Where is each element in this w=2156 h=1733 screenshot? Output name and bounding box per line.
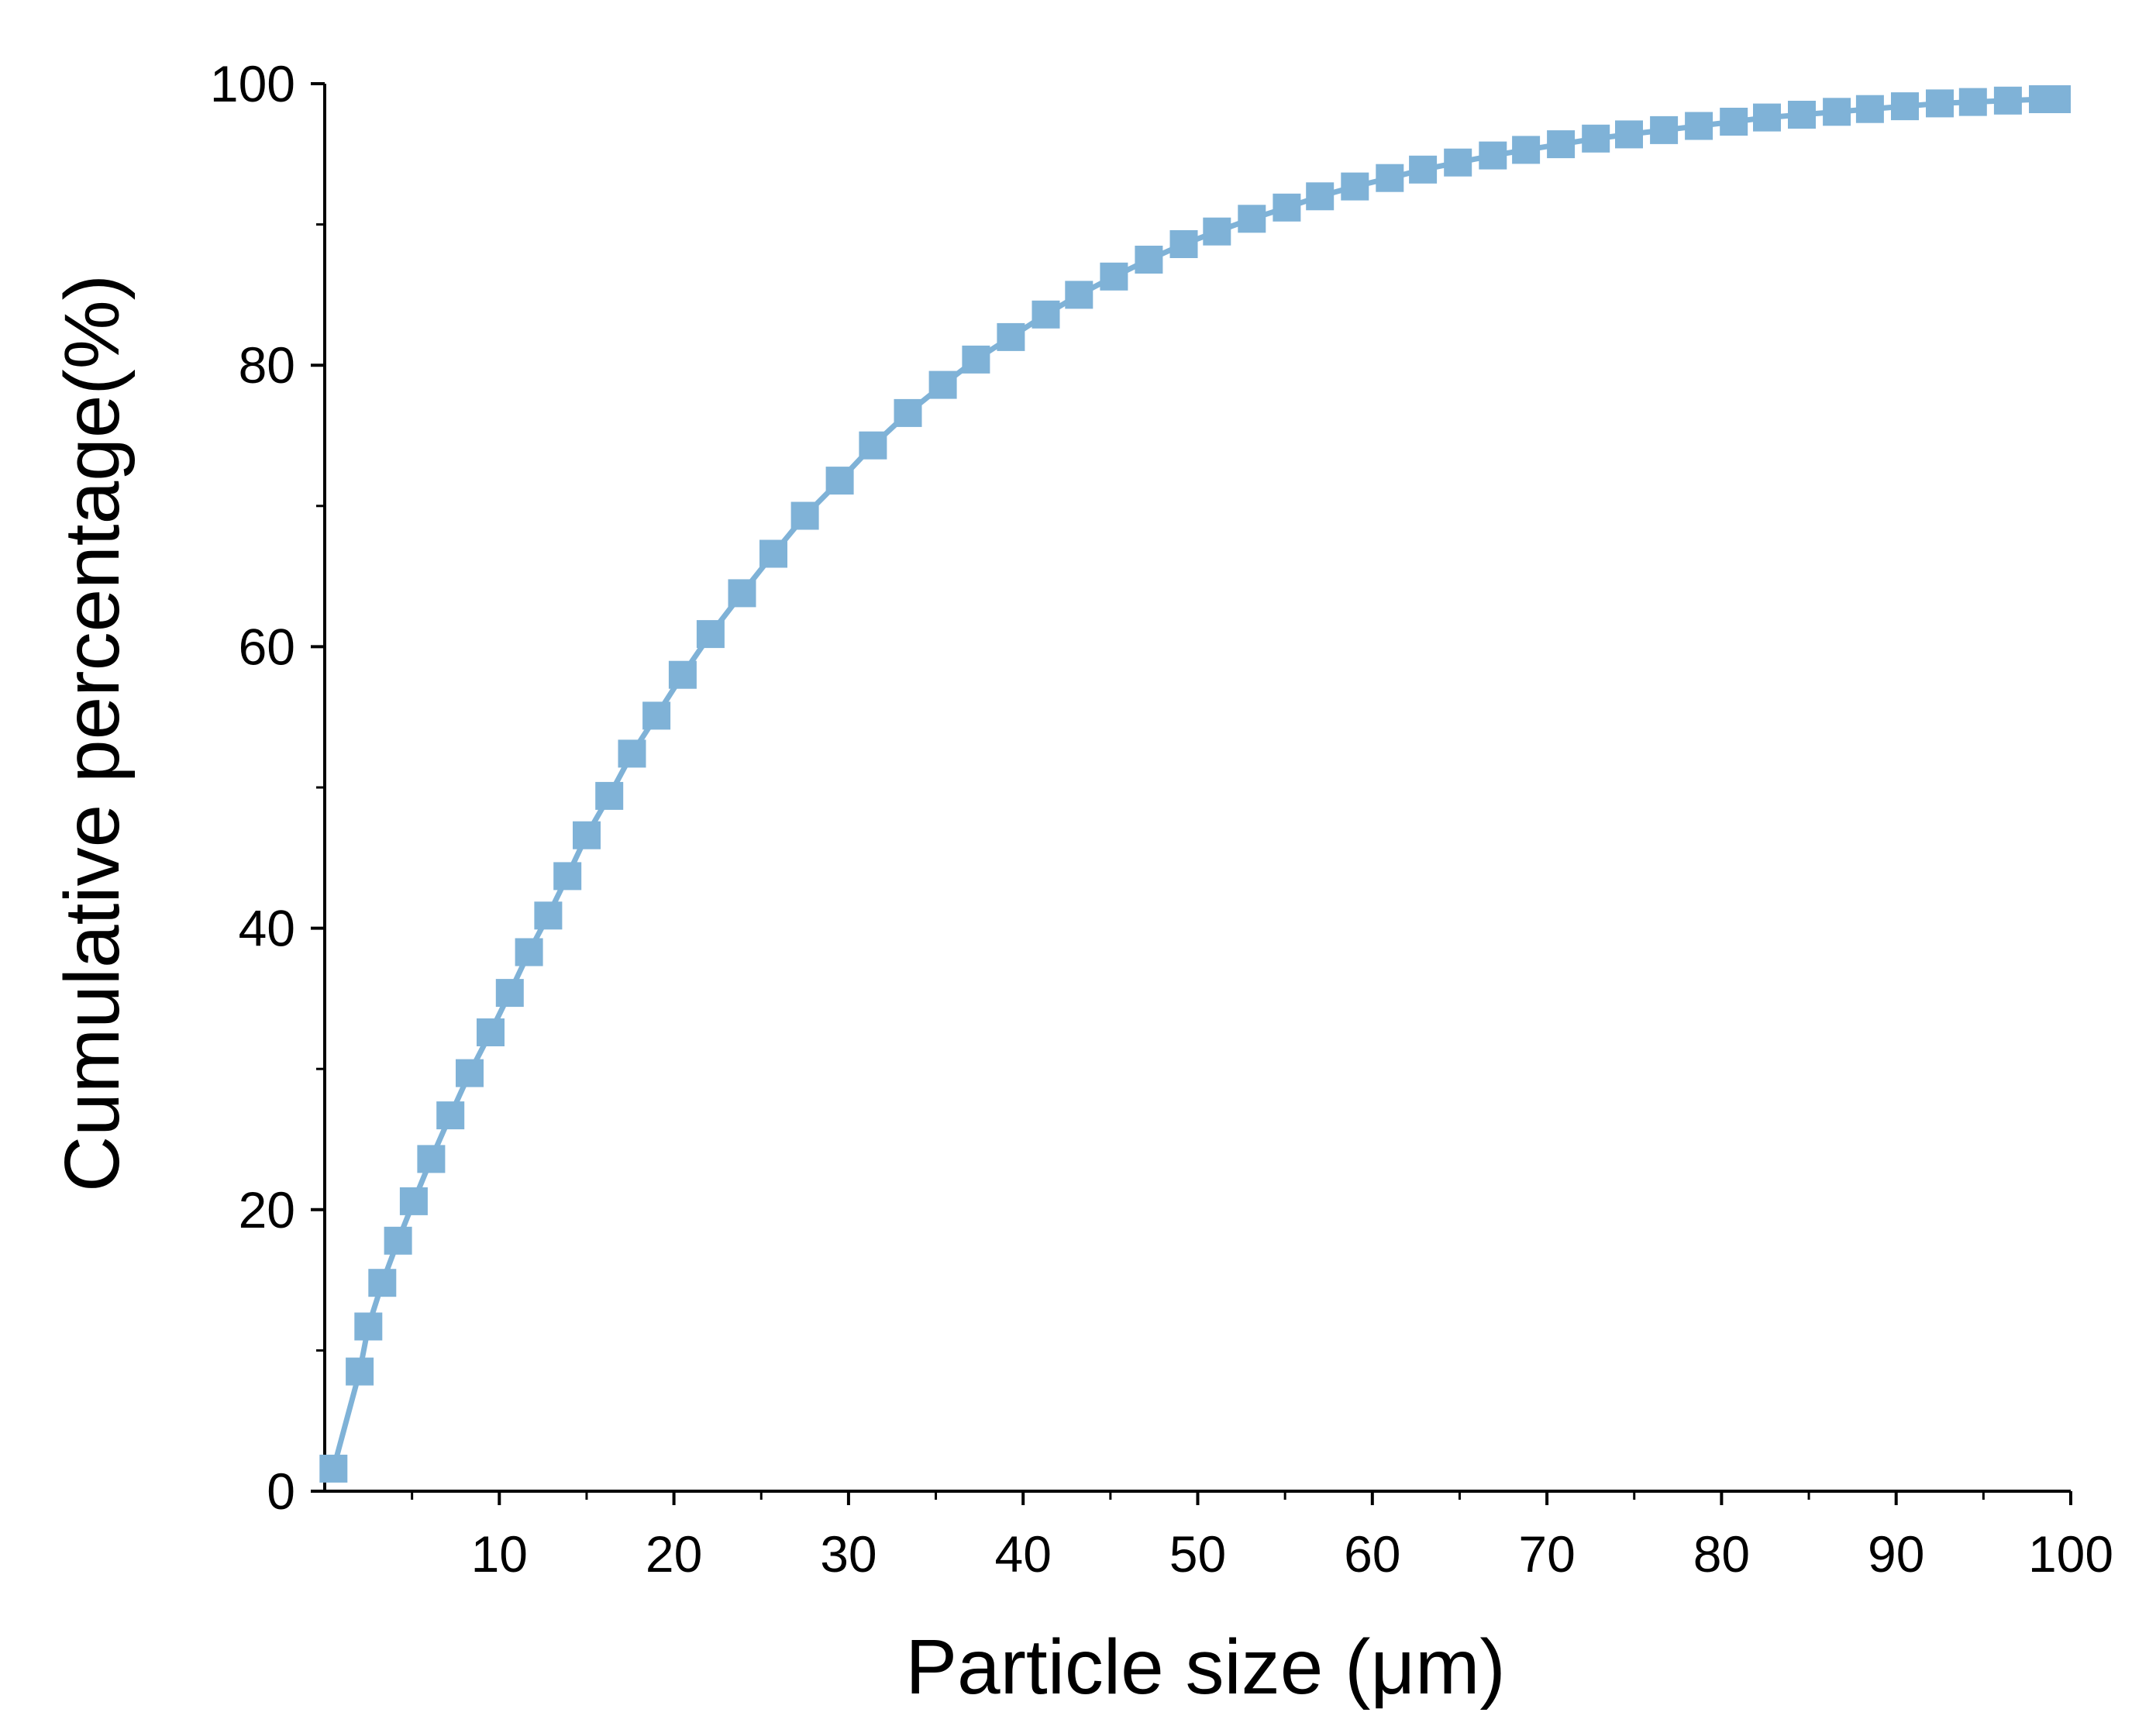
- data-point: [1306, 182, 1335, 211]
- data-point: [1065, 281, 1093, 309]
- data-point: [436, 1101, 465, 1130]
- data-point: [456, 1059, 484, 1087]
- series-line: [330, 96, 2057, 1469]
- data-point: [1823, 98, 1851, 126]
- data-point: [346, 1357, 374, 1386]
- data-point: [642, 701, 671, 730]
- data-point: [1169, 230, 1198, 258]
- data-point: [368, 1269, 397, 1297]
- data-point: [1958, 88, 1987, 116]
- data-point: [1479, 141, 1507, 170]
- data-point: [1720, 108, 1748, 136]
- x-tick-label: 10: [471, 1525, 528, 1583]
- data-point: [399, 1187, 428, 1215]
- data-point: [2043, 85, 2071, 113]
- y-axis-title: Cumulative percentage(%): [49, 274, 136, 1192]
- data-point: [928, 370, 957, 399]
- data-point: [728, 579, 756, 608]
- data-point: [477, 1018, 505, 1046]
- data-point: [1376, 164, 1404, 192]
- data-point: [894, 398, 922, 427]
- x-tick-label: 20: [646, 1525, 702, 1583]
- data-point: [1512, 136, 1541, 164]
- data-point: [495, 979, 524, 1008]
- axes: [311, 82, 2072, 1505]
- axis-labels: Particle size (μm) Cumulative percentage…: [49, 55, 2113, 1711]
- data-point: [668, 660, 697, 689]
- data-point: [962, 345, 990, 374]
- data-point: [1135, 246, 1163, 274]
- data-point: [553, 862, 582, 891]
- data-point: [1409, 155, 1438, 184]
- data-point: [1100, 262, 1128, 291]
- data-point: [1203, 217, 1231, 246]
- data-point: [384, 1226, 412, 1255]
- x-tick-label: 80: [1693, 1525, 1750, 1583]
- x-axis-title: Particle size (μm): [905, 1624, 1505, 1711]
- data-point: [1926, 89, 1954, 118]
- data-point: [417, 1145, 446, 1173]
- data-point: [354, 1312, 383, 1341]
- data-point: [573, 821, 601, 849]
- x-tick-label: 70: [1518, 1525, 1575, 1583]
- data-point: [1788, 101, 1816, 129]
- data-point: [1650, 115, 1679, 144]
- y-tick-label: 80: [239, 336, 295, 394]
- x-tick-label: 100: [2028, 1525, 2113, 1583]
- data-point: [1238, 205, 1266, 233]
- data-point: [1273, 193, 1301, 222]
- data-point: [1582, 124, 1610, 153]
- x-tick-label: 50: [1169, 1525, 1226, 1583]
- y-tick-label: 40: [239, 900, 295, 957]
- data-point: [618, 739, 646, 768]
- data-point: [859, 431, 887, 460]
- data-point: [1993, 86, 2022, 115]
- data-point: [997, 322, 1025, 351]
- data-point: [534, 901, 563, 930]
- x-tick-label: 30: [820, 1525, 877, 1583]
- data-point: [1341, 172, 1369, 201]
- data-point: [790, 501, 819, 530]
- data-point: [1753, 103, 1781, 132]
- data-point: [1891, 92, 1919, 121]
- y-tick-label: 20: [239, 1181, 295, 1239]
- series-layer: [319, 85, 2071, 1483]
- data-point: [1685, 112, 1713, 140]
- y-tick-label: 60: [239, 618, 295, 675]
- data-point: [825, 467, 854, 495]
- y-tick-label: 100: [210, 55, 295, 112]
- x-tick-label: 90: [1868, 1525, 1924, 1583]
- x-tick-label: 60: [1344, 1525, 1400, 1583]
- data-point: [1615, 120, 1643, 149]
- data-point: [759, 539, 787, 568]
- data-point: [1855, 95, 1884, 123]
- data-point: [696, 620, 725, 649]
- data-point: [1032, 300, 1060, 329]
- x-tick-label: 40: [994, 1525, 1051, 1583]
- data-point: [1547, 130, 1576, 159]
- y-tick-label: 0: [267, 1463, 295, 1520]
- data-point: [595, 781, 624, 810]
- data-point: [515, 938, 543, 966]
- data-point: [1444, 148, 1472, 177]
- data-point: [319, 1454, 348, 1483]
